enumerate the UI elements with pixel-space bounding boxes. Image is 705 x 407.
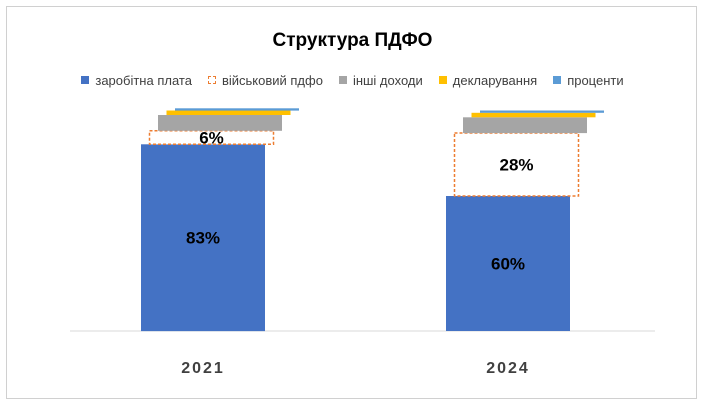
bar-segment	[446, 196, 570, 331]
x-tick-label: 2024	[486, 360, 530, 377]
chart-frame	[6, 6, 697, 399]
chart-legend: заробітна плата військовий пдфо інші доход…	[0, 70, 705, 90]
bar-segment	[158, 115, 282, 131]
legend-label: інші доходи	[352, 72, 423, 88]
legend-label: проценти	[567, 72, 624, 88]
legend-label: військовий пдфо	[221, 72, 323, 88]
bar-segment	[175, 108, 299, 111]
legend-label: декларування	[452, 72, 538, 88]
data-label: 60%	[491, 255, 525, 274]
legend-item: військовий пдфо	[207, 72, 323, 88]
bar-segment	[166, 110, 291, 115]
data-label: 83%	[186, 229, 220, 248]
legend-item: заробітна плата	[81, 73, 192, 88]
bar-segment	[141, 144, 265, 332]
legend-swatch	[81, 76, 90, 84]
legend-item: проценти	[553, 72, 624, 88]
chart-title: Структура ПДФО	[272, 30, 433, 51]
bar-segment	[471, 112, 596, 118]
legend-item: інші доходи	[338, 72, 423, 88]
legend-swatch	[553, 76, 562, 84]
legend-swatch	[207, 76, 216, 84]
data-label: 6%	[199, 129, 224, 148]
data-label: 28%	[499, 156, 533, 175]
legend-swatch	[438, 76, 447, 84]
bar-segment	[463, 117, 587, 134]
bar-segment	[480, 110, 604, 113]
legend-item: декларування	[438, 72, 538, 88]
legend-label: заробітна плата	[95, 72, 192, 88]
legend-swatch	[338, 76, 347, 84]
x-tick-label: 2021	[181, 360, 225, 377]
